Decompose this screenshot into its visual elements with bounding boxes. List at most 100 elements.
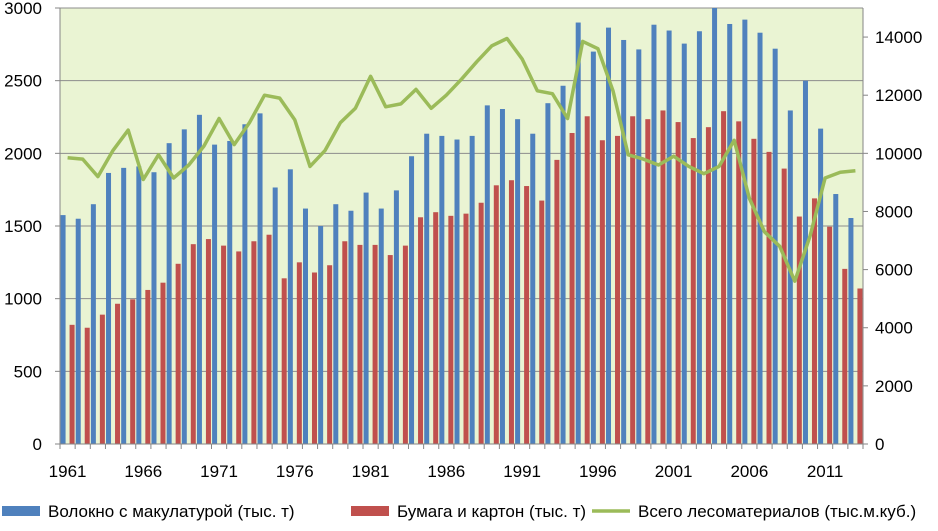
bar-paper bbox=[827, 226, 833, 444]
bar-fiber bbox=[590, 51, 596, 444]
legend-label: Бумага и картон (тыс. т) bbox=[397, 502, 586, 521]
bar-paper bbox=[84, 327, 90, 444]
bar-paper bbox=[736, 121, 742, 445]
x-tick-label: 1986 bbox=[427, 462, 465, 481]
bar-fiber bbox=[212, 144, 218, 444]
bar-fiber bbox=[333, 204, 339, 444]
bar-fiber bbox=[742, 19, 748, 444]
bar-paper bbox=[766, 151, 772, 444]
x-tick-label: 1976 bbox=[276, 462, 314, 481]
bar-paper bbox=[463, 213, 469, 444]
bar-fiber bbox=[772, 48, 778, 445]
bar-paper bbox=[281, 278, 287, 444]
bar-paper bbox=[478, 202, 484, 444]
bar-paper bbox=[266, 234, 272, 444]
bar-fiber bbox=[318, 226, 324, 444]
bar-paper bbox=[236, 251, 242, 444]
bar-fiber bbox=[818, 128, 824, 445]
bar-fiber bbox=[712, 8, 718, 444]
bar-fiber bbox=[242, 124, 248, 445]
bar-fiber bbox=[196, 114, 202, 444]
bar-fiber bbox=[348, 210, 354, 444]
bar-fiber bbox=[545, 103, 551, 445]
bar-fiber bbox=[166, 143, 172, 444]
y-tick-label: 500 bbox=[14, 362, 42, 381]
bar-paper bbox=[99, 314, 105, 444]
bar-fiber bbox=[848, 218, 854, 444]
bar-fiber bbox=[378, 208, 384, 444]
bar-fiber bbox=[757, 32, 763, 444]
bar-paper bbox=[402, 245, 408, 444]
bar-fiber bbox=[499, 109, 505, 445]
x-tick-label: 1966 bbox=[124, 462, 162, 481]
y2-tick-label: 8000 bbox=[875, 202, 913, 221]
bar-fiber bbox=[530, 133, 536, 445]
bar-fiber bbox=[393, 190, 399, 444]
x-tick-label: 2001 bbox=[655, 462, 693, 481]
bar-paper bbox=[418, 217, 424, 444]
bar-fiber bbox=[666, 30, 672, 444]
y2-tick-label: 0 bbox=[875, 435, 884, 454]
bar-fiber bbox=[606, 27, 612, 445]
y2-tick-label: 14000 bbox=[875, 28, 922, 47]
bar-fiber bbox=[287, 169, 293, 444]
bar-paper bbox=[796, 216, 802, 444]
bar-fiber bbox=[469, 135, 475, 445]
bar-paper bbox=[554, 159, 560, 444]
bar-fiber bbox=[121, 167, 127, 444]
bar-fiber bbox=[439, 135, 445, 445]
bar-paper bbox=[327, 265, 333, 444]
bar-paper bbox=[190, 244, 196, 444]
bar-paper bbox=[205, 239, 211, 444]
bar-paper bbox=[311, 272, 317, 444]
bar-fiber bbox=[651, 24, 657, 445]
y2-tick-label: 2000 bbox=[875, 377, 913, 396]
bar-fiber bbox=[257, 113, 263, 444]
bar-paper bbox=[811, 198, 817, 444]
bar-fiber bbox=[787, 110, 793, 445]
x-tick-label: 2011 bbox=[807, 462, 844, 481]
bar-fiber bbox=[636, 49, 642, 445]
y2-tick-label: 4000 bbox=[875, 319, 913, 338]
bar-fiber bbox=[60, 215, 66, 444]
x-tick-label: 1996 bbox=[579, 462, 617, 481]
bar-paper bbox=[630, 116, 636, 445]
bar-paper bbox=[842, 268, 848, 444]
bar-fiber bbox=[802, 80, 808, 445]
bar-paper bbox=[296, 262, 302, 444]
bar-paper bbox=[690, 138, 696, 444]
bar-paper bbox=[584, 116, 590, 445]
bar-fiber bbox=[272, 187, 278, 444]
bar-fiber bbox=[621, 39, 627, 445]
legend-swatch bbox=[351, 506, 389, 516]
y-tick-label: 0 bbox=[33, 435, 42, 454]
bar-fiber bbox=[515, 119, 521, 445]
bar-paper bbox=[145, 289, 151, 444]
bar-paper bbox=[857, 288, 863, 444]
bar-paper bbox=[705, 127, 711, 444]
y2-tick-label: 10000 bbox=[875, 144, 922, 163]
bar-paper bbox=[615, 135, 621, 445]
bar-fiber bbox=[363, 192, 369, 444]
bar-paper bbox=[433, 212, 439, 444]
y-tick-label: 2500 bbox=[4, 72, 42, 91]
bar-fiber bbox=[681, 43, 687, 445]
bar-fiber bbox=[136, 166, 142, 444]
bar-paper bbox=[130, 299, 136, 444]
bar-fiber bbox=[833, 194, 839, 444]
bar-paper bbox=[387, 255, 393, 444]
bar-fiber bbox=[696, 31, 702, 445]
bar-fiber bbox=[151, 172, 157, 444]
bar-paper bbox=[721, 111, 727, 444]
bar-fiber bbox=[409, 156, 415, 445]
y2-tick-label: 6000 bbox=[875, 261, 913, 280]
bar-paper bbox=[675, 122, 681, 444]
bar-paper bbox=[599, 140, 605, 444]
x-tick-label: 1991 bbox=[503, 462, 541, 481]
bar-paper bbox=[372, 244, 378, 444]
bar-paper bbox=[175, 263, 181, 444]
bar-paper bbox=[539, 200, 545, 444]
bar-paper bbox=[342, 241, 348, 444]
bar-paper bbox=[115, 303, 121, 444]
y-tick-label: 3000 bbox=[4, 0, 42, 18]
